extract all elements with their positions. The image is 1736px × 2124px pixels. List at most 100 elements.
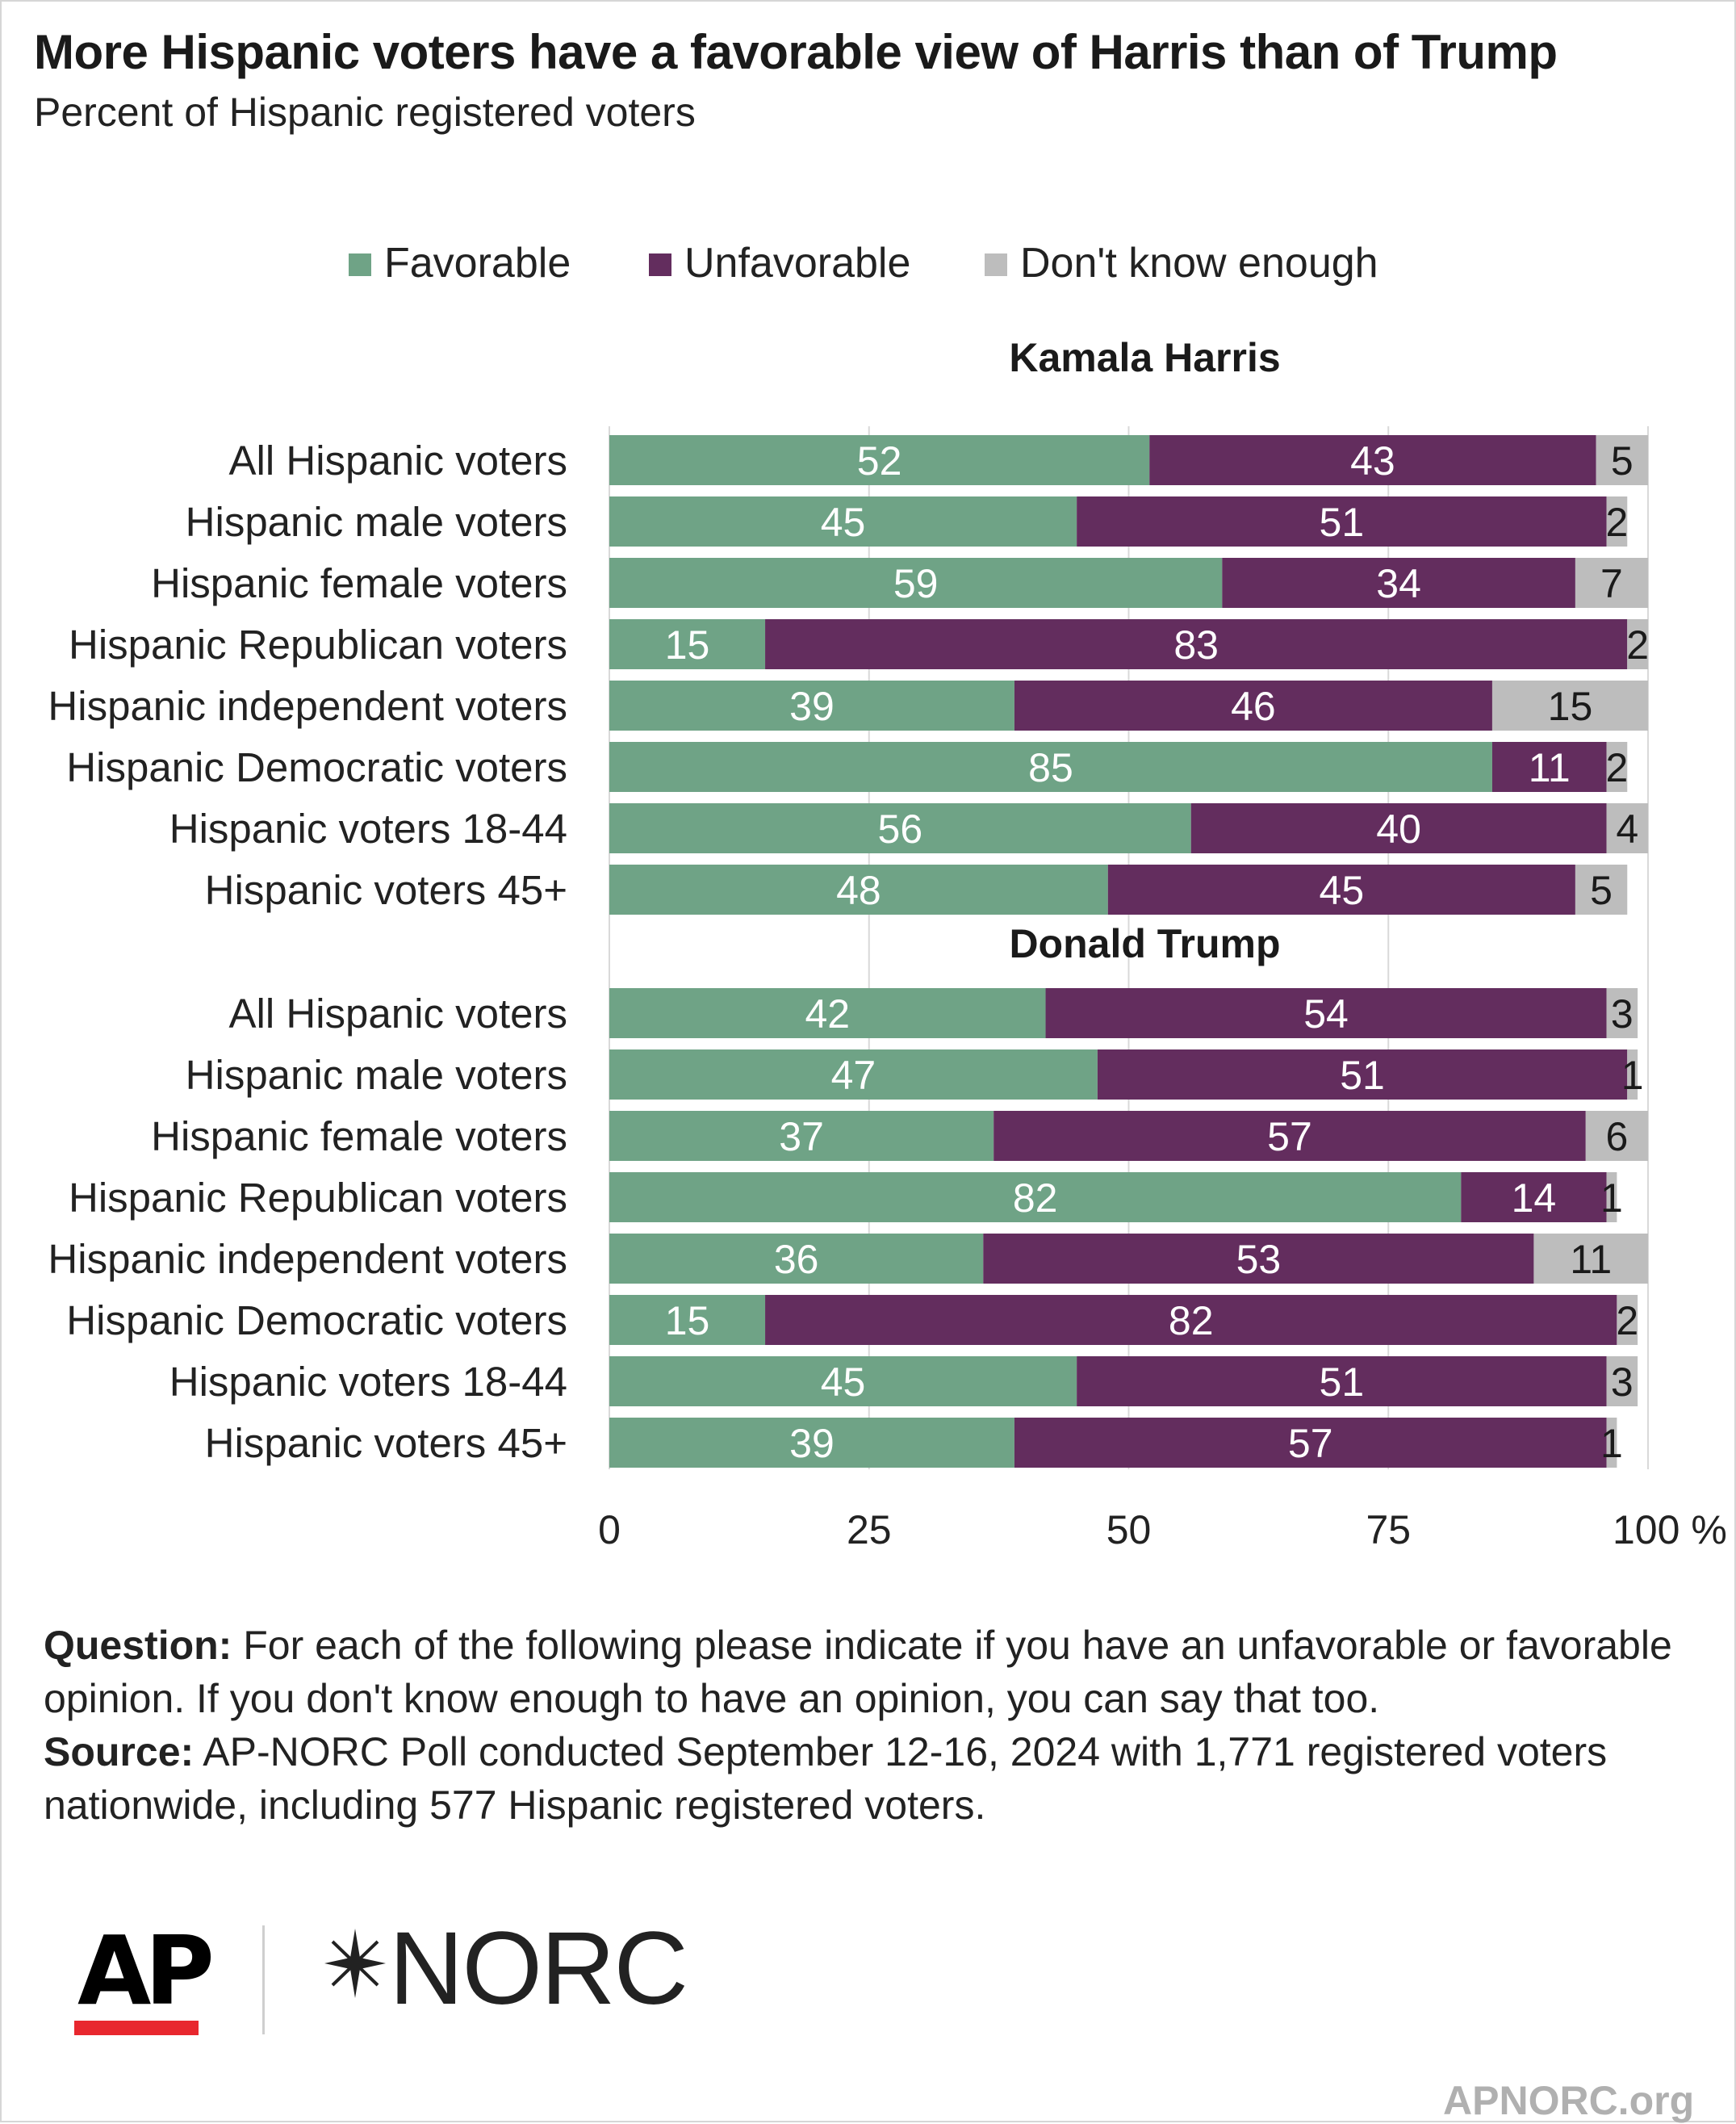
data-label: 82: [1013, 1175, 1058, 1221]
norc-star-icon: [324, 1929, 386, 1998]
panel-title-1: Donald Trump: [1009, 921, 1280, 966]
category-label: Hispanic female voters: [151, 560, 567, 606]
data-label: 85: [1028, 745, 1073, 790]
data-label: 34: [1376, 561, 1421, 606]
bar-segment-don-t-know-enough: [1617, 1295, 1638, 1345]
legend-label-dont-know: Don't know enough: [1020, 240, 1378, 287]
category-label: Hispanic voters 18-44: [169, 1359, 567, 1405]
category-label: Hispanic independent voters: [48, 1236, 567, 1282]
data-label: 1: [1621, 1053, 1644, 1098]
data-label: 53: [1236, 1237, 1282, 1282]
data-label: 3: [1611, 991, 1634, 1037]
bar-segment-don-t-know-enough: [1596, 435, 1648, 485]
bar-segment-don-t-know-enough: [1575, 558, 1648, 608]
data-label: 1: [1600, 1175, 1623, 1221]
ap-logo: AP: [77, 1915, 215, 2026]
bar-segment-unfavorable: [1077, 1356, 1607, 1406]
category-label: Hispanic Democratic voters: [66, 744, 567, 790]
data-label: 42: [805, 991, 850, 1037]
bar-segment-favorable: [609, 558, 1223, 608]
data-label: 6: [1605, 1114, 1628, 1159]
bar-segment-don-t-know-enough: [1606, 742, 1628, 792]
bar-segment-favorable: [609, 1356, 1077, 1406]
legend-label-unfavorable: Unfavorable: [684, 240, 911, 287]
bar-segment-unfavorable: [993, 1111, 1586, 1161]
legend-label-favorable: Favorable: [384, 240, 571, 287]
bar-segment-don-t-know-enough: [1606, 1172, 1617, 1222]
data-label: 4: [1616, 806, 1638, 852]
bar-segment-favorable: [609, 619, 766, 669]
data-label: 1: [1600, 1421, 1623, 1466]
bar-segment-don-t-know-enough: [1533, 1234, 1648, 1284]
category-label: Hispanic independent voters: [48, 683, 567, 729]
source-label: Source:: [44, 1729, 195, 1774]
data-label: 52: [857, 438, 902, 484]
bar-segment-don-t-know-enough: [1627, 619, 1648, 669]
x-tick-label: 25: [847, 1507, 892, 1552]
bar-segment-favorable: [609, 1418, 1014, 1468]
category-label: Hispanic Republican voters: [69, 1175, 567, 1221]
data-label: 36: [774, 1237, 819, 1282]
bar-segment-don-t-know-enough: [1606, 1418, 1617, 1468]
bar-segment-don-t-know-enough: [1606, 988, 1638, 1038]
question-text: For each of the following please indicat…: [44, 1623, 1672, 1721]
data-label: 57: [1288, 1421, 1333, 1466]
bar-segment-favorable: [609, 1049, 1098, 1100]
source-note: Source: AP-NORC Poll conducted September…: [44, 1725, 1706, 1832]
data-label: 37: [779, 1114, 824, 1159]
legend-swatch-dont-know: [985, 253, 1007, 276]
bar-segment-favorable: [609, 496, 1077, 547]
bar-segment-unfavorable: [765, 1295, 1617, 1345]
data-label: 48: [836, 868, 881, 913]
bar-segment-unfavorable: [1190, 803, 1607, 853]
data-label: 39: [789, 1421, 835, 1466]
bar-segment-favorable: [609, 681, 1014, 731]
bar-segment-unfavorable: [1045, 988, 1607, 1038]
category-label: Hispanic Democratic voters: [66, 1297, 567, 1343]
chart-title: More Hispanic voters have a favorable vi…: [34, 25, 1558, 79]
data-label: 45: [1320, 868, 1365, 913]
bar-segment-don-t-know-enough: [1585, 1111, 1648, 1161]
data-label: 51: [1320, 500, 1365, 545]
bar-segment-unfavorable: [1222, 558, 1575, 608]
category-label: Hispanic Republican voters: [69, 622, 567, 668]
x-tick-label: 0: [598, 1507, 621, 1552]
data-label: 15: [665, 1298, 710, 1343]
bar-segment-don-t-know-enough: [1575, 865, 1628, 915]
data-label: 2: [1616, 1298, 1638, 1343]
category-label: Hispanic female voters: [151, 1113, 567, 1159]
bar-segment-favorable: [609, 1172, 1462, 1222]
bar-segment-unfavorable: [1014, 681, 1492, 731]
data-label: 5: [1611, 438, 1634, 484]
bar-segment-unfavorable: [983, 1234, 1534, 1284]
category-label: Hispanic voters 45+: [205, 867, 567, 913]
website-link[interactable]: APNORC.org: [1443, 2078, 1695, 2123]
ap-logo-red-bar: [74, 2021, 199, 2035]
x-tick-label: 50: [1106, 1507, 1152, 1552]
data-label: 57: [1267, 1114, 1312, 1159]
data-label: 56: [878, 806, 923, 852]
data-label: 54: [1303, 991, 1349, 1037]
x-tick-label: 75: [1366, 1507, 1411, 1552]
bar-segment-don-t-know-enough: [1627, 1049, 1638, 1100]
bar-segment-favorable: [609, 803, 1191, 853]
category-label: All Hispanic voters: [229, 438, 567, 484]
data-label: 15: [665, 622, 710, 668]
chart-subtitle: Percent of Hispanic registered voters: [34, 90, 696, 135]
bar-segment-favorable: [609, 865, 1108, 915]
data-label: 14: [1512, 1175, 1557, 1221]
legend-swatch-favorable: [349, 253, 371, 276]
bar-segment-favorable: [609, 1111, 994, 1161]
data-label: 7: [1600, 561, 1623, 606]
bar-segment-unfavorable: [1097, 1049, 1628, 1100]
question-note: Question: For each of the following plea…: [44, 1619, 1706, 1725]
bar-segment-unfavorable: [1107, 865, 1575, 915]
data-label: 40: [1376, 806, 1421, 852]
category-label: Hispanic voters 45+: [205, 1420, 567, 1466]
bar-segment-favorable: [609, 1234, 984, 1284]
logo-divider: [262, 1925, 265, 2034]
bar-segment-favorable: [609, 435, 1150, 485]
bar-segment-don-t-know-enough: [1491, 681, 1648, 731]
question-label: Question:: [44, 1623, 232, 1668]
